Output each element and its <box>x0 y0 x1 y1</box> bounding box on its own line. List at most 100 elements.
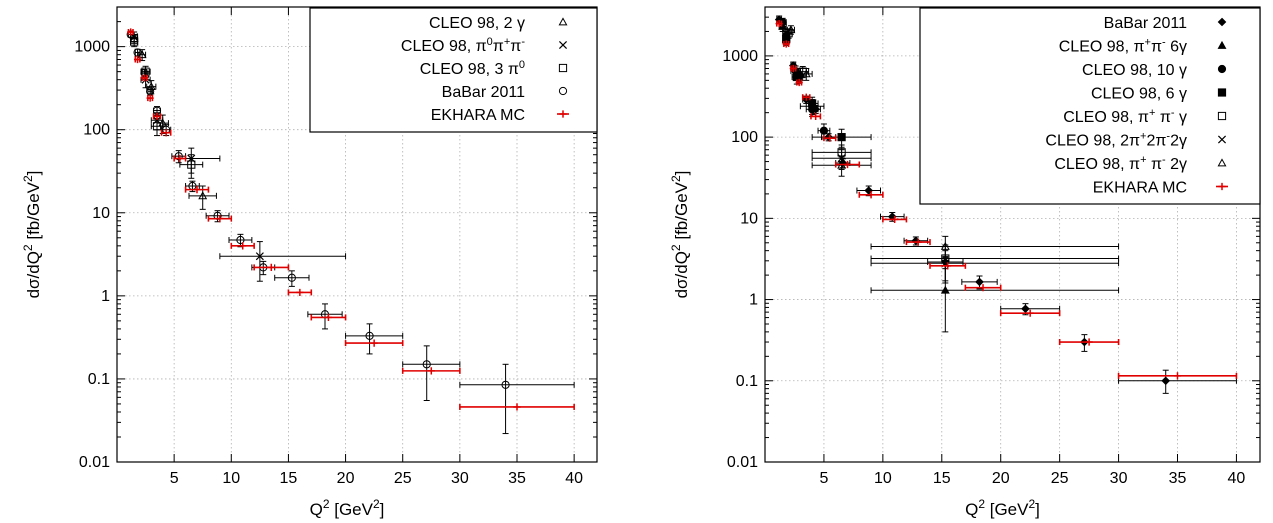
legend-marker <box>558 63 568 73</box>
data-marker <box>975 277 984 287</box>
x-tick-label: 20 <box>992 470 1010 487</box>
data-marker <box>914 238 922 246</box>
data-marker <box>1026 309 1034 317</box>
legend-label: CLEO 98, 3 π0 <box>420 59 525 78</box>
data-point <box>205 210 230 223</box>
legend-marker <box>1217 88 1227 97</box>
legend-marker <box>559 110 567 118</box>
data-marker <box>802 93 810 101</box>
data-marker <box>162 129 170 137</box>
data-point <box>823 134 837 142</box>
x-axis-label: Q2 [GeV2] <box>965 497 1040 519</box>
x-tick-label: 25 <box>1051 470 1069 487</box>
y-axis-label: dσ/dQ2 [fb/GeV2] <box>21 171 43 299</box>
data-point <box>834 160 861 169</box>
data-marker <box>801 69 811 78</box>
data-marker <box>819 126 829 135</box>
data-point <box>401 367 461 375</box>
data-marker <box>152 122 162 131</box>
legend: CLEO 98, 2 γ CLEO 98, π0π+π- CLEO 98, 3 π0… <box>309 7 598 133</box>
legend-marker <box>1217 40 1227 49</box>
data-point <box>799 67 813 81</box>
data-point <box>799 99 825 115</box>
series-5 <box>127 28 575 411</box>
legend-marker <box>558 17 568 26</box>
legend-marker <box>1217 111 1227 121</box>
data-marker <box>940 241 950 250</box>
y-tick-label: 1 <box>749 292 758 309</box>
data-point <box>152 112 162 120</box>
data-marker <box>146 94 154 102</box>
data-marker <box>127 28 135 36</box>
data-point <box>961 275 998 290</box>
data-marker <box>808 102 817 111</box>
series-7 <box>786 25 1120 262</box>
y-tick-label: 100 <box>731 129 758 146</box>
x-tick-label: 35 <box>1169 470 1187 487</box>
data-point <box>307 303 343 330</box>
data-point <box>870 256 1120 333</box>
legend-label: CLEO 98, π+π- 6γ <box>1059 37 1187 56</box>
data-point <box>789 64 797 73</box>
x-tick-label: 30 <box>1110 470 1128 487</box>
data-marker <box>324 313 333 322</box>
data-point <box>1117 372 1238 380</box>
data-marker <box>255 252 264 261</box>
data-marker <box>140 74 149 82</box>
x-tick-label: 25 <box>394 470 412 487</box>
data-point <box>402 345 461 401</box>
legend-label: EKHARA MC <box>431 107 525 124</box>
series-1 <box>129 33 217 210</box>
legend-label: CLEO 98, π+ π- γ <box>1063 107 1187 126</box>
data-marker <box>174 152 183 161</box>
data-point <box>230 242 255 250</box>
legend-label: CLEO 98, 2 γ <box>429 15 525 32</box>
data-marker <box>187 160 196 169</box>
legend-label: CLEO 98, π+ π- 2γ <box>1054 154 1187 173</box>
legend-box <box>309 7 598 133</box>
data-point <box>782 40 790 48</box>
data-marker <box>1085 338 1093 346</box>
data-point <box>459 403 575 411</box>
data-point <box>801 93 811 101</box>
data-marker <box>133 55 142 64</box>
data-point <box>253 263 290 272</box>
data-marker <box>782 40 790 48</box>
data-point <box>870 235 1120 262</box>
data-point <box>905 238 931 246</box>
data-marker <box>287 273 296 282</box>
data-marker <box>146 82 156 91</box>
legend-box <box>919 7 1261 205</box>
series-6 <box>782 28 1120 284</box>
data-marker <box>887 212 897 221</box>
y-tick-label: 1000 <box>722 48 758 65</box>
x-tick-label: 15 <box>933 470 951 487</box>
x-tick-label: 5 <box>170 470 179 487</box>
y-tick-label: 1 <box>101 288 110 305</box>
data-point <box>146 87 155 96</box>
data-marker <box>843 160 852 169</box>
x-axis-label: Q2 [GeV2] <box>310 497 385 519</box>
legend-marker <box>558 86 568 96</box>
data-marker <box>812 112 820 120</box>
y-tick-label: 0.01 <box>727 454 758 471</box>
data-marker <box>979 284 987 292</box>
series-8 <box>775 19 1238 380</box>
data-point <box>1058 338 1120 346</box>
legend-marker <box>1217 17 1227 27</box>
plot-frame <box>116 6 598 463</box>
data-marker <box>867 191 875 199</box>
data-point <box>188 185 217 210</box>
data-point <box>274 270 310 287</box>
legend-label: CLEO 98, 2π+2π-2γ <box>1045 131 1187 150</box>
data-marker <box>193 186 201 194</box>
legend-label: BaBar 2011 <box>442 84 525 101</box>
legend-label: CLEO 98, π0π+π- <box>401 36 525 55</box>
x-tick-label: 5 <box>819 470 828 487</box>
series-3 <box>130 36 204 179</box>
data-point <box>133 48 142 57</box>
data-point <box>140 74 149 82</box>
data-point <box>127 28 135 36</box>
x-tick-label: 30 <box>451 470 469 487</box>
data-point <box>811 128 872 148</box>
